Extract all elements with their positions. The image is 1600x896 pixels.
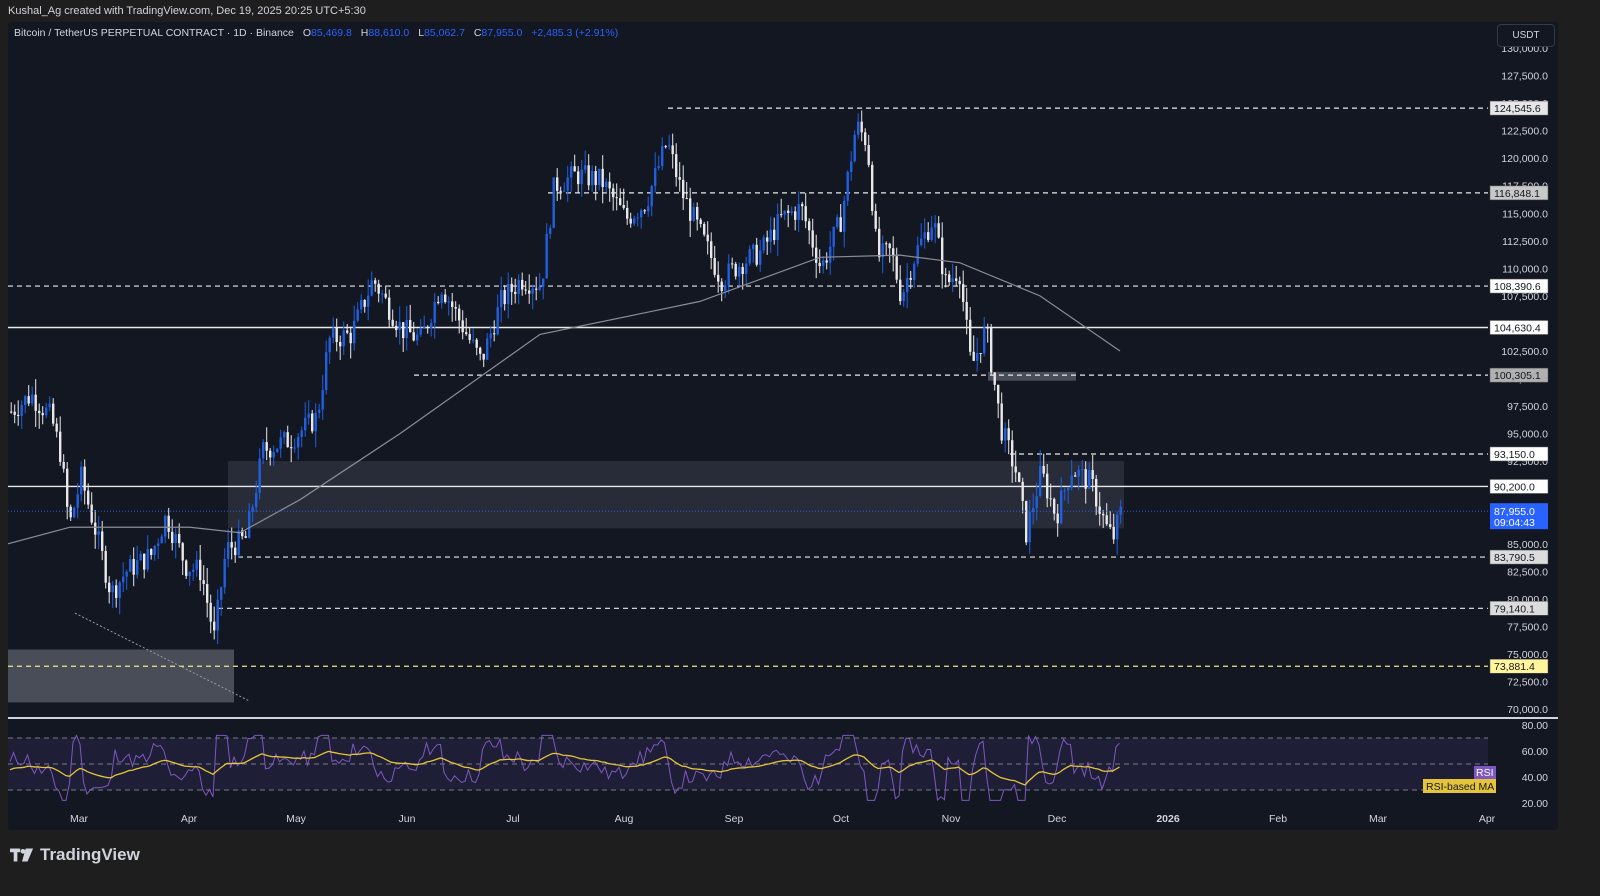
brand-name: TradingView [40,845,140,864]
price-axis-tick: 70,000.0 [1507,704,1548,716]
rsi-axis-tick: 60.00 [1522,746,1548,758]
currency-button[interactable]: USDT [1497,24,1555,47]
price-axis-tick: 75,000.0 [1507,649,1548,661]
time-axis-tick: Jul [506,813,519,825]
last-price-tag [1490,503,1548,530]
time-axis-tick: Mar [70,813,89,825]
price-level-label: 79,140.1 [1494,603,1535,615]
price-level-tag [1489,601,1549,616]
price-axis-tick: 82,500.0 [1507,566,1548,578]
countdown-label: 09:04:43 [1494,517,1535,529]
price-axis-tick: 72,500.0 [1507,676,1548,688]
trend-line[interactable] [74,612,251,702]
price-level-label: 100,305.1 [1494,370,1541,382]
low-value: 85,062.7 [424,27,465,39]
time-axis-tick: Oct [833,813,849,825]
price-axis-tick: 102,500.0 [1501,346,1548,358]
high-value: 88,610.0 [368,27,410,39]
price-level-tag [1489,100,1549,116]
rsi-axis-tick: 80.00 [1522,720,1548,732]
chart-credit: Kushal_Ag created with TradingView.com, … [8,5,366,17]
time-axis-tick: Apr [1479,813,1496,825]
rsi-ma-line [9,750,1120,786]
price-level-label: 104,630.4 [1494,322,1541,334]
time-axis-tick: May [286,813,307,825]
time-axis-tick: 2026 [1156,813,1180,825]
time-axis-tick: Apr [181,813,198,825]
price-axis-tick: 122,500.0 [1501,126,1548,138]
rsi-axis-tick: 40.00 [1522,772,1548,784]
price-axis-tick: 85,000.0 [1507,539,1548,551]
price-axis-tick: 112,500.0 [1502,236,1548,248]
small-zone[interactable] [988,371,1076,381]
price-axis-tick: 120,000.0 [1501,153,1548,165]
price-level-tag [1489,549,1549,565]
price-level-label: 116,848.1 [1494,188,1540,200]
price-axis-tick: 107,500.0 [1501,291,1548,303]
last-price-label: 87,955.0 [1494,506,1535,518]
time-axis-tick: Dec [1048,813,1067,825]
price-level-tag [1489,278,1549,294]
time-axis-tick: Feb [1269,813,1287,825]
price-level-tag [1489,479,1549,494]
price-level-tag [1489,367,1549,383]
price-level-label: 73,881.4 [1494,661,1535,673]
time-axis-tick: Jun [399,813,416,825]
demand-zone-lower[interactable] [8,649,234,703]
price-level-tag [1489,320,1549,335]
time-axis-tick: Aug [615,813,634,825]
rsi-ma-tag [1423,779,1496,793]
price-axis-tick: 97,500.0 [1507,401,1548,413]
rsi-ma-tag-label: RSI-based MA [1426,781,1494,793]
price-chart[interactable]: 70,000.072,500.075,000.077,500.080,000.0… [8,22,1558,830]
time-axis-tick: Sep [725,813,744,825]
price-level-label: 93,150.0 [1494,449,1535,461]
price-axis-tick: 115,000.0 [1502,208,1548,220]
tradingview-logo: TradingView [10,845,140,865]
symbol-title[interactable]: Bitcoin / TetherUS PERPETUAL CONTRACT · … [14,27,294,39]
time-axis-tick: Mar [1369,813,1388,825]
ma-200-line [8,254,1121,545]
price-level-label: 83,790.5 [1494,552,1535,564]
tradingview-logo-icon [10,848,34,862]
price-level-tag [1489,185,1549,201]
price-level-tag [1489,658,1549,674]
change-value: +2,485.3 (+2.91%) [531,27,619,39]
rsi-tag [1474,766,1496,780]
price-level-tag [1489,446,1549,462]
price-axis-tick: 127,500.0 [1501,71,1548,83]
price-axis-tick: 95,000.0 [1507,429,1548,441]
chart-frame[interactable]: 70,000.0 72,500.0 75,000.0 77,500.0 80,000.0… [8,22,1558,830]
price-level-label: 90,200.0 [1494,481,1535,493]
time-axis-tick: Nov [942,813,961,825]
rsi-axis-tick: 20.00 [1522,798,1548,810]
candles [10,110,1122,645]
symbol-legend: Bitcoin / TetherUS PERPETUAL CONTRACT · … [14,27,619,39]
rsi-tag-label: RSI [1476,767,1494,779]
price-axis-tick: 77,500.0 [1507,621,1548,633]
open-value: 85,469.8 [311,27,352,39]
price-level-label: 124,545.6 [1494,103,1541,115]
price-level-label: 108,390.6 [1494,281,1541,293]
close-value: 87,955.0 [481,27,523,39]
price-axis-tick: 110,000.0 [1502,263,1548,275]
demand-zone-upper[interactable] [228,461,1124,529]
